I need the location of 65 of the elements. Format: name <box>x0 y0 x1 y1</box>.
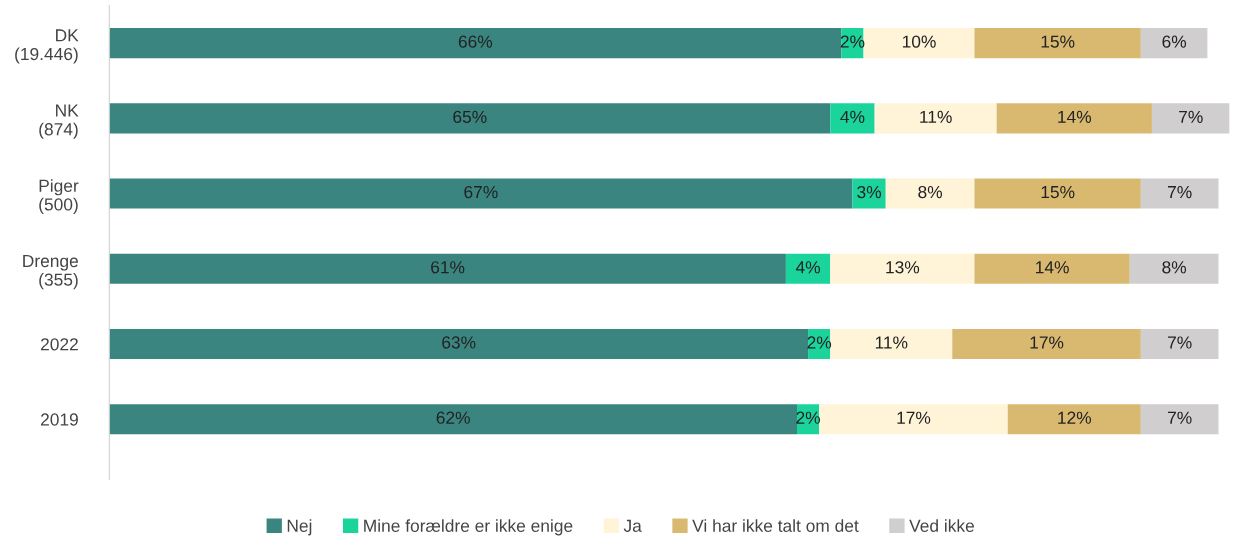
bar <box>109 253 786 284</box>
bar <box>785 253 831 284</box>
bar <box>952 328 1141 360</box>
legend-label: Mine forældre er ikke enige <box>364 519 573 536</box>
data-label: 14% <box>1036 261 1069 274</box>
bar <box>1129 253 1219 284</box>
data-label: 8% <box>1162 261 1187 274</box>
bar <box>996 103 1152 134</box>
data-label: 13% <box>886 261 920 274</box>
legend-label: Ja <box>623 519 642 532</box>
legend-label: Ved ikke <box>909 519 974 532</box>
y-tick-label: 2022 <box>41 338 78 351</box>
data-label: 67% <box>464 185 498 199</box>
data-label: 11% <box>875 336 908 349</box>
data-label: 6% <box>1162 35 1187 48</box>
bar <box>819 404 1008 435</box>
bar <box>109 328 809 360</box>
data-label: 11% <box>920 110 952 123</box>
bar <box>1140 404 1219 435</box>
data-label: 62% <box>436 411 470 424</box>
y-tick-label: Drenge (355) <box>23 255 78 290</box>
data-label: 66% <box>458 35 493 48</box>
bar <box>1140 178 1219 209</box>
bar <box>1140 328 1219 360</box>
bar <box>1151 103 1230 134</box>
bar <box>830 328 953 360</box>
data-label: 7% <box>1168 185 1192 199</box>
bar <box>874 103 997 134</box>
data-label: 17% <box>897 411 931 424</box>
bar <box>1140 28 1208 59</box>
y-tick-label: DK (19.446) <box>15 29 79 64</box>
data-label: 7% <box>1179 110 1203 123</box>
data-label: 61% <box>431 261 465 274</box>
y-tick-label: NK (874) <box>39 104 79 139</box>
data-label: 7% <box>1168 411 1192 424</box>
bar <box>830 253 975 284</box>
bar <box>109 404 797 435</box>
data-label: 15% <box>1041 185 1075 199</box>
bar <box>974 178 1141 209</box>
data-label: 4% <box>795 261 821 274</box>
y-tick-label: 2019 <box>41 413 78 426</box>
bar <box>830 103 875 134</box>
data-label: 4% <box>840 110 865 123</box>
bar <box>974 28 1141 59</box>
bar <box>109 28 842 59</box>
data-label: 8% <box>918 185 943 199</box>
data-label: 3% <box>857 185 882 199</box>
bar <box>863 28 975 59</box>
bar <box>852 178 886 209</box>
data-label: 7% <box>1168 336 1192 349</box>
data-label: 63% <box>442 336 476 349</box>
data-label: 10% <box>902 35 936 48</box>
data-label: 15% <box>1041 35 1075 48</box>
data-label: 65% <box>453 110 487 123</box>
bar <box>109 103 831 134</box>
data-label: 14% <box>1058 110 1092 123</box>
bar <box>1007 404 1141 435</box>
y-tick-label: Piger (500) <box>39 179 79 215</box>
legend-label: Vi har ikke talt om det <box>692 519 859 532</box>
data-label: 12% <box>1058 411 1092 424</box>
bar <box>109 178 853 209</box>
legend-label: Nej <box>287 519 312 536</box>
data-label: 17% <box>1030 336 1064 349</box>
bar <box>885 178 975 209</box>
bar <box>974 253 1130 284</box>
